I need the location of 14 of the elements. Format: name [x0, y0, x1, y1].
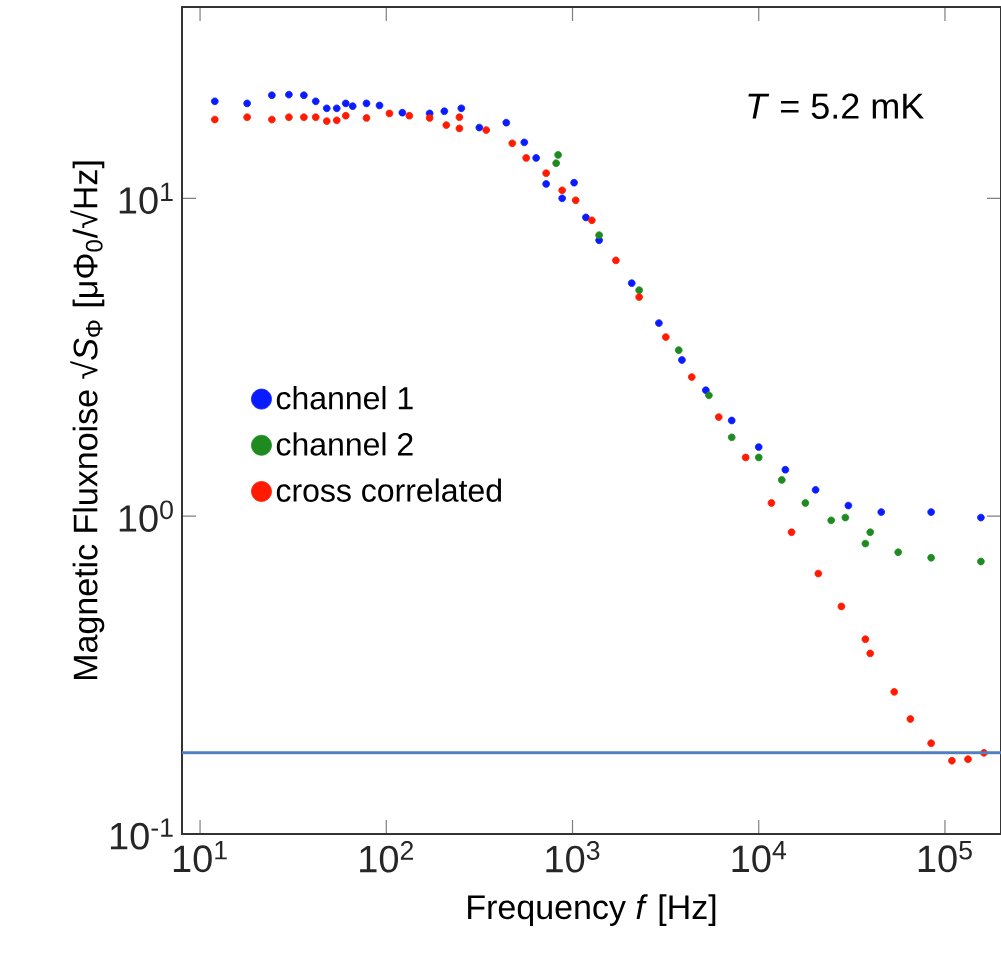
y-tick-label: 10$^{-1}$ — [110, 818, 173, 850]
x-tick-label: 10$^{2}$ — [360, 841, 413, 873]
annotation: T = 5.2 mK — [748, 93, 924, 119]
x-tick-label: 10$^{5}$ — [918, 841, 972, 873]
legend-label: channel 1 — [276, 386, 413, 410]
x-tick-label: 10$^{1}$ — [173, 841, 227, 873]
x-tick-label: 10$^{4}$ — [732, 841, 786, 873]
y-tick-label: 10$^{1}$ — [119, 182, 173, 214]
y-tick-label: 10$^{0}$ — [119, 500, 173, 532]
legend-label: channel 2 — [276, 432, 413, 456]
legend-label: cross correlated — [276, 478, 501, 502]
x-axis-title: Frequency f [Hz] — [468, 894, 716, 926]
x-tick-label: 10$^{3}$ — [546, 841, 600, 873]
y-axis-title: Magnetic Fluxnoise √S$_{Φ}$ [μΦ$_{0}$/√Hz] — [70, 161, 105, 680]
